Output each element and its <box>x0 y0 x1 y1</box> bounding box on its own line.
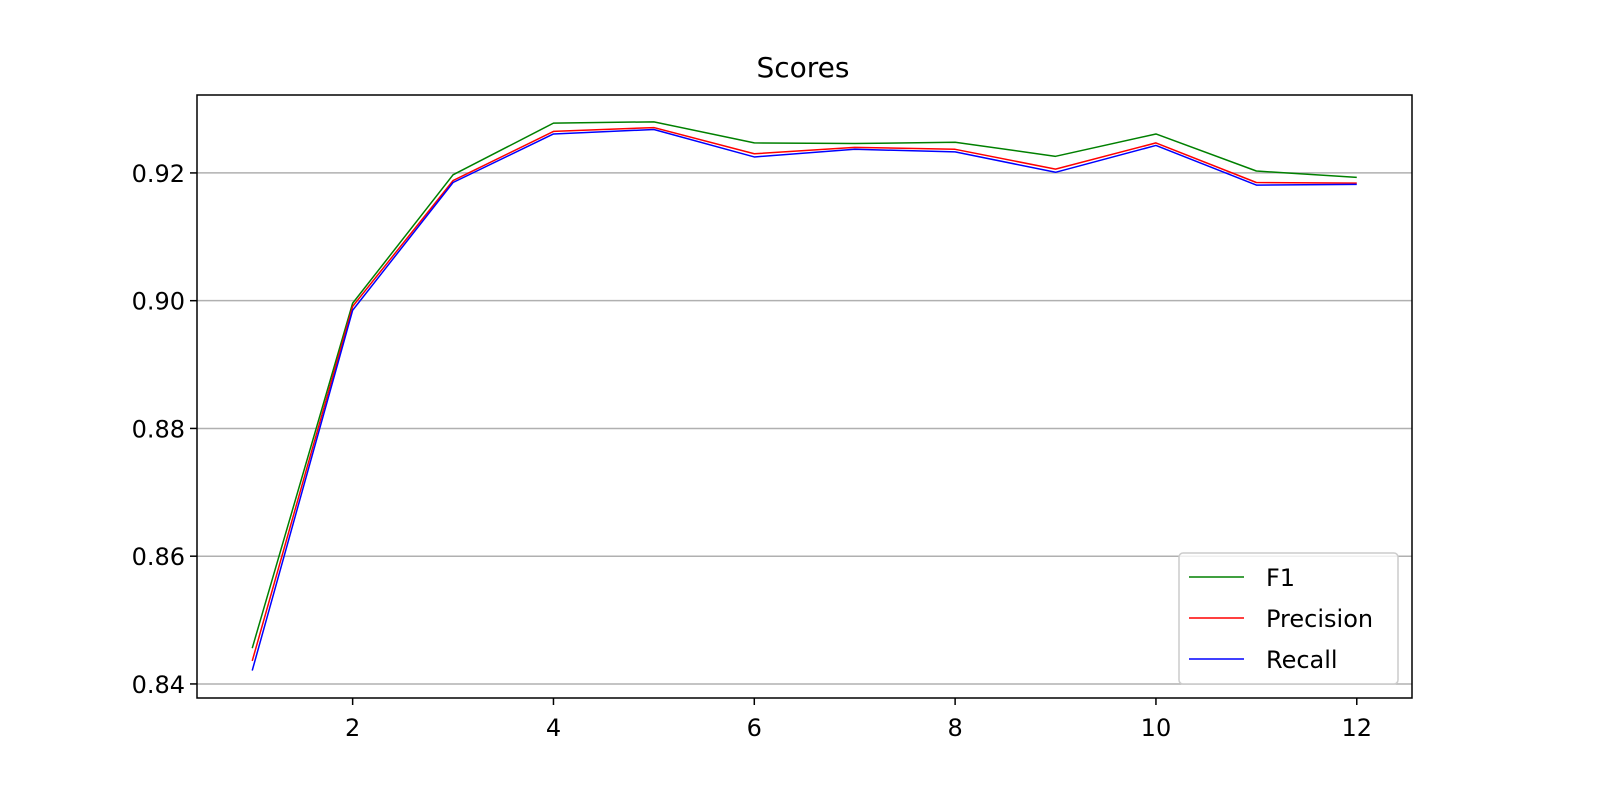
x-tick-label: 2 <box>345 714 360 742</box>
series-line-recall <box>251 128 1357 671</box>
series-line-precision <box>251 126 1357 662</box>
x-axis: 2 4 6 8 10 12 <box>345 698 1372 742</box>
legend-label-recall: Recall <box>1266 646 1338 674</box>
x-tick-label: 12 <box>1341 714 1372 742</box>
y-tick-label: 0.84 <box>132 671 185 699</box>
legend-label-f1: F1 <box>1266 564 1295 592</box>
y-tick-label: 0.88 <box>132 415 185 443</box>
legend: F1 Precision Recall <box>1178 552 1399 685</box>
y-axis: 0.84 0.86 0.88 0.90 0.92 <box>132 160 197 699</box>
y-tick-label: 0.92 <box>132 160 185 188</box>
series-line-f1 <box>251 121 1357 649</box>
y-tick-label: 0.86 <box>132 543 185 571</box>
legend-frame <box>1178 552 1399 685</box>
x-tick-label: 6 <box>747 714 762 742</box>
plot-frame <box>196 94 1413 699</box>
x-tick-label: 4 <box>546 714 561 742</box>
legend-label-precision: Precision <box>1266 605 1373 633</box>
chart-title: Scores <box>756 51 849 84</box>
x-tick-label: 10 <box>1141 714 1172 742</box>
y-tick-label: 0.90 <box>132 288 185 316</box>
x-tick-label: 8 <box>947 714 962 742</box>
series-lines <box>251 121 1357 671</box>
